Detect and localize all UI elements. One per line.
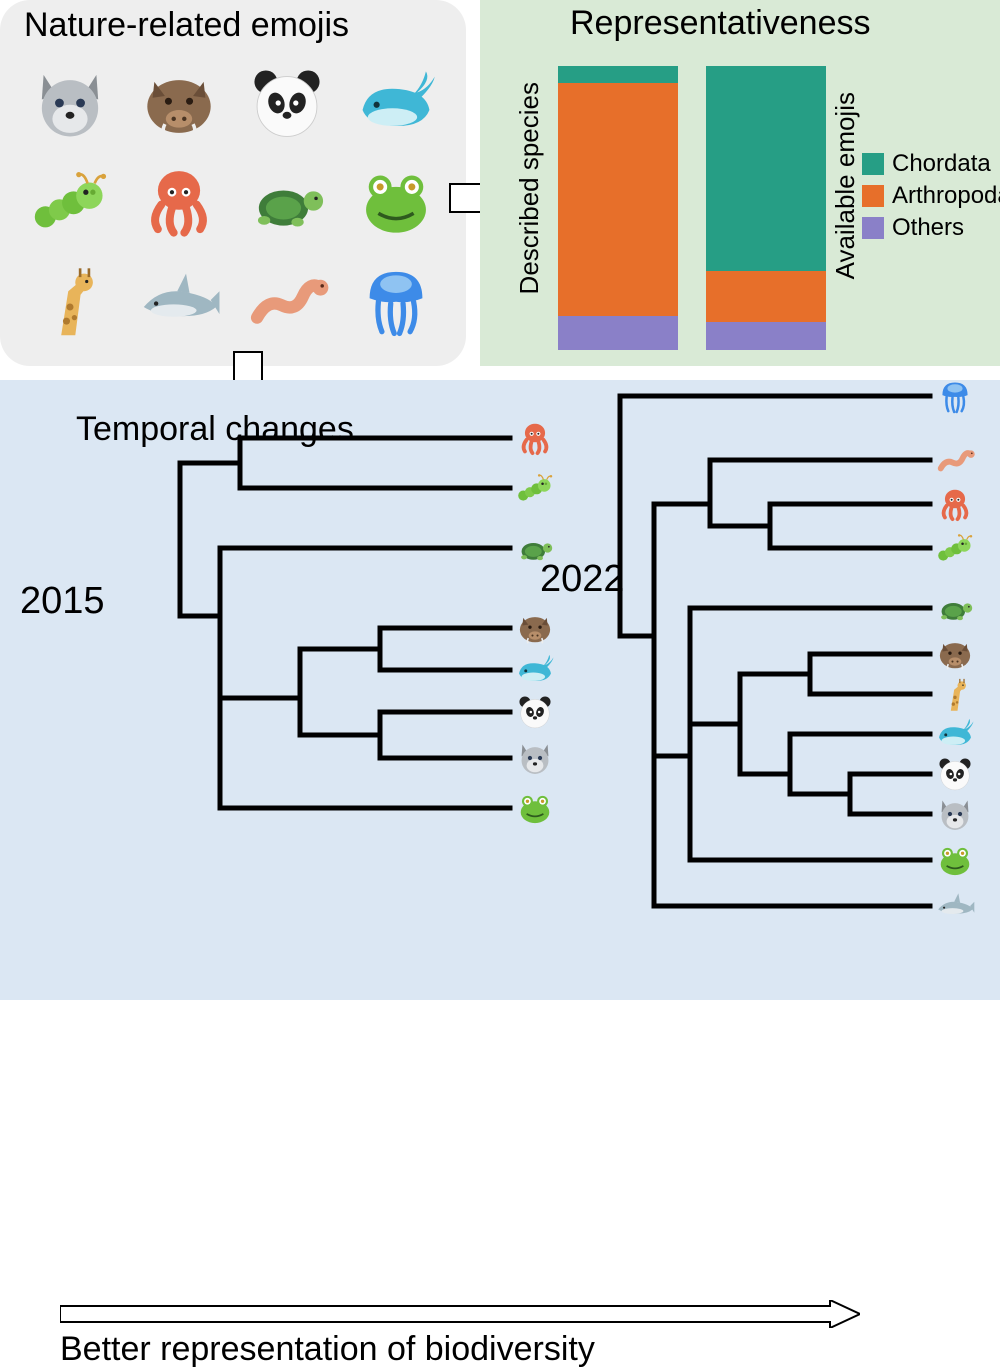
caterpillar-icon bbox=[514, 467, 556, 509]
tree-tip-frog bbox=[514, 787, 556, 829]
legend-others: Others bbox=[862, 214, 1000, 242]
tree-tip-caterpillar bbox=[934, 527, 976, 569]
frog-icon bbox=[352, 157, 440, 245]
legend-swatch bbox=[862, 217, 884, 239]
repr-panel-title: Representativeness bbox=[570, 4, 871, 43]
axis-label-described: Described species bbox=[514, 82, 545, 294]
octopus-icon bbox=[135, 157, 223, 245]
wolf-icon bbox=[514, 737, 556, 779]
timeline-caption: Better representation of biodiversity bbox=[60, 1330, 595, 1369]
shark-icon bbox=[934, 885, 976, 927]
legend-label: Others bbox=[892, 214, 964, 242]
boar-icon bbox=[514, 607, 556, 649]
octopus-icon bbox=[514, 417, 556, 459]
stacked-bar-chart bbox=[558, 66, 848, 350]
emoji-frog bbox=[352, 157, 440, 250]
jellyfish-icon bbox=[352, 256, 440, 344]
emoji-worm bbox=[243, 256, 331, 349]
caterpillar-icon bbox=[934, 527, 976, 569]
worm-icon bbox=[243, 256, 331, 344]
tree-tip-frog bbox=[934, 839, 976, 881]
seg-others bbox=[706, 322, 826, 350]
whale-icon bbox=[352, 59, 440, 147]
temporal-panel: Temporal changes 2015 2022 Better repres… bbox=[0, 380, 1000, 1000]
emoji-panel-title: Nature-related emojis bbox=[24, 6, 349, 45]
caterpillar-icon bbox=[26, 157, 114, 245]
tree-tip-boar bbox=[514, 607, 556, 649]
legend-chordata: Chordata bbox=[862, 150, 1000, 178]
legend-label: Chordata bbox=[892, 150, 991, 178]
emoji-panda bbox=[243, 59, 331, 152]
seg-chordata bbox=[706, 66, 826, 270]
tree-tip-boar bbox=[934, 633, 976, 675]
tree-tip-panda bbox=[934, 753, 976, 795]
emoji-turtle bbox=[243, 157, 331, 250]
boar-icon bbox=[135, 59, 223, 147]
seg-others bbox=[558, 316, 678, 350]
tree-tip-jellyfish bbox=[934, 375, 976, 417]
tree-tip-giraffe bbox=[934, 673, 976, 715]
tree-tip-wolf bbox=[934, 793, 976, 835]
turtle-icon bbox=[514, 527, 556, 569]
legend-swatch bbox=[862, 185, 884, 207]
tree-tip-panda bbox=[514, 691, 556, 733]
emoji-octopus bbox=[135, 157, 223, 250]
seg-arthropoda bbox=[706, 271, 826, 322]
seg-chordata bbox=[558, 66, 678, 83]
tree-tip-whale bbox=[514, 649, 556, 691]
octopus-icon bbox=[934, 483, 976, 525]
emoji-giraffe bbox=[26, 256, 114, 349]
boar-icon bbox=[934, 633, 976, 675]
worm-icon bbox=[934, 439, 976, 481]
wolf-icon bbox=[934, 793, 976, 835]
tree-tip-wolf bbox=[514, 737, 556, 779]
whale-icon bbox=[514, 649, 556, 691]
tree-tip-turtle bbox=[934, 587, 976, 629]
legend-arthropoda: Arthropoda bbox=[862, 182, 1000, 210]
whale-icon bbox=[934, 713, 976, 755]
emoji-grid bbox=[16, 56, 450, 352]
phylo-tree-2015 bbox=[180, 420, 510, 790]
turtle-icon bbox=[934, 587, 976, 629]
phylo-tree-2022 bbox=[620, 396, 950, 916]
panda-icon bbox=[934, 753, 976, 795]
emoji-boar bbox=[135, 59, 223, 152]
shark-icon bbox=[135, 256, 223, 344]
seg-arthropoda bbox=[558, 83, 678, 316]
tree-tip-worm bbox=[934, 439, 976, 481]
chart-legend: Chordata Arthropoda Others bbox=[862, 150, 1000, 246]
giraffe-icon bbox=[934, 673, 976, 715]
panda-icon bbox=[243, 59, 331, 147]
giraffe-icon bbox=[26, 256, 114, 344]
frog-icon bbox=[514, 787, 556, 829]
timeline-arrow-icon bbox=[60, 1300, 860, 1328]
panda-icon bbox=[514, 691, 556, 733]
representativeness-panel: Representativeness Described species Ava… bbox=[480, 0, 1000, 366]
tree-tip-whale bbox=[934, 713, 976, 755]
emoji-jellyfish bbox=[352, 256, 440, 349]
year-label-2015: 2015 bbox=[20, 580, 105, 623]
tree-tip-turtle bbox=[514, 527, 556, 569]
emoji-shark bbox=[135, 256, 223, 349]
emoji-whale bbox=[352, 59, 440, 152]
turtle-icon bbox=[243, 157, 331, 245]
tree-tip-caterpillar bbox=[514, 467, 556, 509]
tree-tip-octopus bbox=[514, 417, 556, 459]
wolf-icon bbox=[26, 59, 114, 147]
frog-icon bbox=[934, 839, 976, 881]
bar-1 bbox=[706, 66, 826, 350]
legend-label: Arthropoda bbox=[892, 182, 1000, 210]
emoji-wolf bbox=[26, 59, 114, 152]
legend-swatch bbox=[862, 153, 884, 175]
jellyfish-icon bbox=[934, 375, 976, 417]
bar-0 bbox=[558, 66, 678, 350]
tree-tip-shark bbox=[934, 885, 976, 927]
emoji-caterpillar bbox=[26, 157, 114, 250]
emoji-panel: Nature-related emojis bbox=[0, 0, 466, 366]
tree-tip-octopus bbox=[934, 483, 976, 525]
